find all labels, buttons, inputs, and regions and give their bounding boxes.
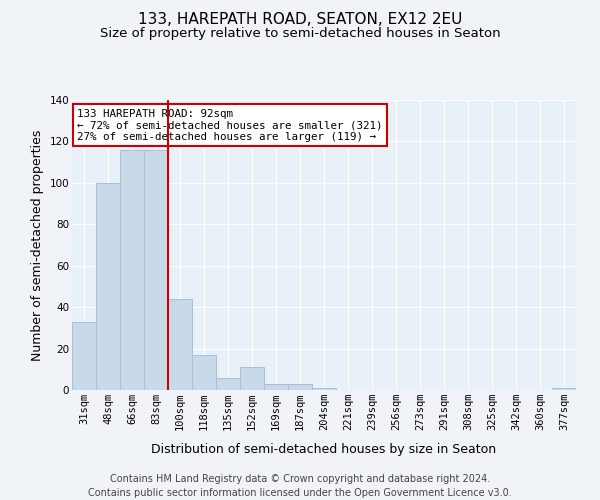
Bar (168, 299, 192, 390)
Text: 133 HAREPATH ROAD: 92sqm
← 72% of semi-detached houses are smaller (321)
27% of : 133 HAREPATH ROAD: 92sqm ← 72% of semi-d… (77, 108, 383, 142)
Y-axis label: Number of semi-detached properties: Number of semi-detached properties (31, 130, 44, 360)
Text: 133, HAREPATH ROAD, SEATON, EX12 2EU: 133, HAREPATH ROAD, SEATON, EX12 2EU (138, 12, 462, 28)
Bar (312, 388, 336, 390)
Text: Contains HM Land Registry data © Crown copyright and database right 2024.
Contai: Contains HM Land Registry data © Crown c… (88, 474, 512, 498)
Bar (72, 322, 96, 390)
Bar (552, 388, 576, 390)
Bar (144, 150, 168, 390)
Bar (192, 355, 216, 390)
Text: Distribution of semi-detached houses by size in Seaton: Distribution of semi-detached houses by … (151, 442, 497, 456)
Bar (120, 150, 144, 390)
Bar (240, 367, 264, 390)
Bar (216, 378, 240, 390)
Text: Size of property relative to semi-detached houses in Seaton: Size of property relative to semi-detach… (100, 28, 500, 40)
Bar (96, 183, 120, 390)
Bar (288, 384, 312, 390)
Bar (264, 384, 288, 390)
